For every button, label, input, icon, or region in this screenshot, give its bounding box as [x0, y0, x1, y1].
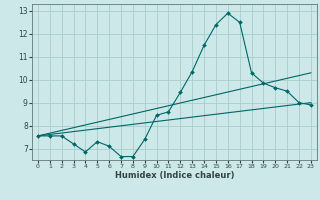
- X-axis label: Humidex (Indice chaleur): Humidex (Indice chaleur): [115, 171, 234, 180]
